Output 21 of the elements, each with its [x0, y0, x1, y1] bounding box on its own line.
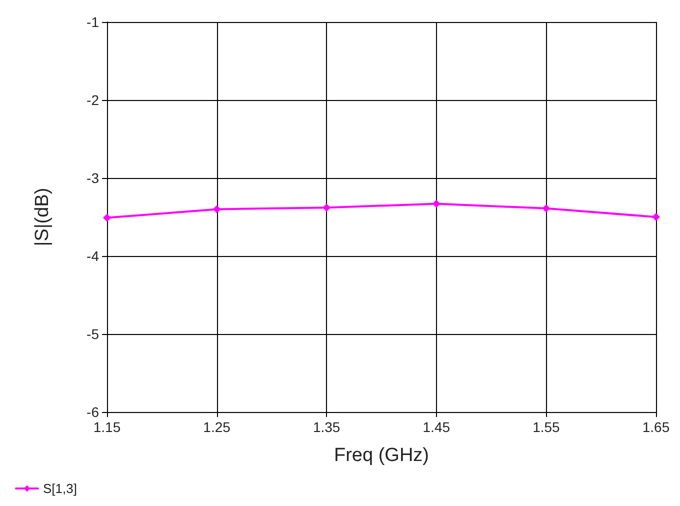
y-tick-label: -6	[86, 404, 100, 420]
point	[542, 204, 550, 212]
y-tick-label: -5	[86, 326, 100, 342]
y-tick-label: -4	[86, 248, 100, 264]
y-tick-label: -2	[86, 92, 100, 108]
y-tick-label: -1	[86, 14, 100, 30]
x-tick-label: 1.45	[422, 419, 450, 435]
point	[432, 200, 440, 208]
y-axis-title: |S|(dB)	[32, 188, 53, 246]
x-axis-title: Freq (GHz)	[334, 445, 429, 466]
point	[212, 205, 221, 214]
y-tick-label: -3	[86, 170, 100, 186]
x-tick-label: 1.35	[312, 419, 340, 435]
point	[322, 204, 331, 212]
point	[103, 214, 111, 222]
x-tick-label: 1.55	[532, 419, 560, 435]
x-tick-label: 1.15	[93, 419, 121, 435]
x-tick-label: 1.25	[203, 419, 231, 435]
x-tick-label: 1.65	[642, 419, 670, 435]
legend-label: S[1,3]	[43, 481, 77, 496]
point	[652, 213, 660, 221]
